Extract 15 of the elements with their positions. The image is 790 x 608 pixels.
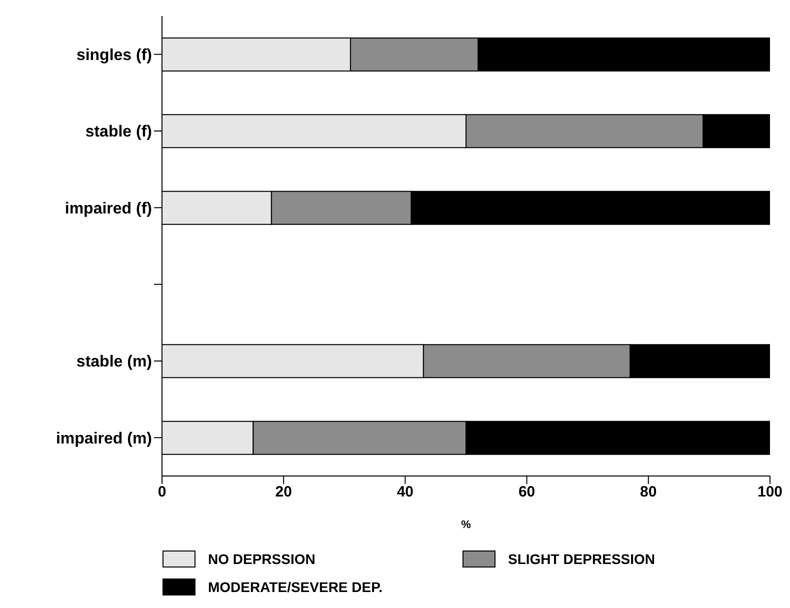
- x-axis-title: %: [461, 519, 472, 531]
- y-tick-label: stable (f): [85, 124, 152, 141]
- x-tick-label: 0: [158, 484, 166, 501]
- legend-label: MODERATE/SEVERE DEP.: [208, 579, 383, 595]
- legend-label: NO DEPRSSION: [208, 551, 316, 567]
- x-tick-label: 80: [640, 484, 657, 501]
- y-tick-label: impaired (m): [56, 430, 152, 448]
- y-tick-label: singles (f): [76, 47, 152, 64]
- y-tick-label: stable (m): [76, 354, 152, 371]
- legend-label: SLIGHT DEPRESSION: [508, 551, 656, 567]
- x-tick-label: 20: [275, 484, 292, 501]
- x-tick-label: 60: [518, 484, 536, 501]
- y-tick-label: impaired (f): [64, 200, 152, 218]
- x-tick-label: 100: [757, 484, 783, 501]
- x-tick-label: 40: [396, 484, 414, 501]
